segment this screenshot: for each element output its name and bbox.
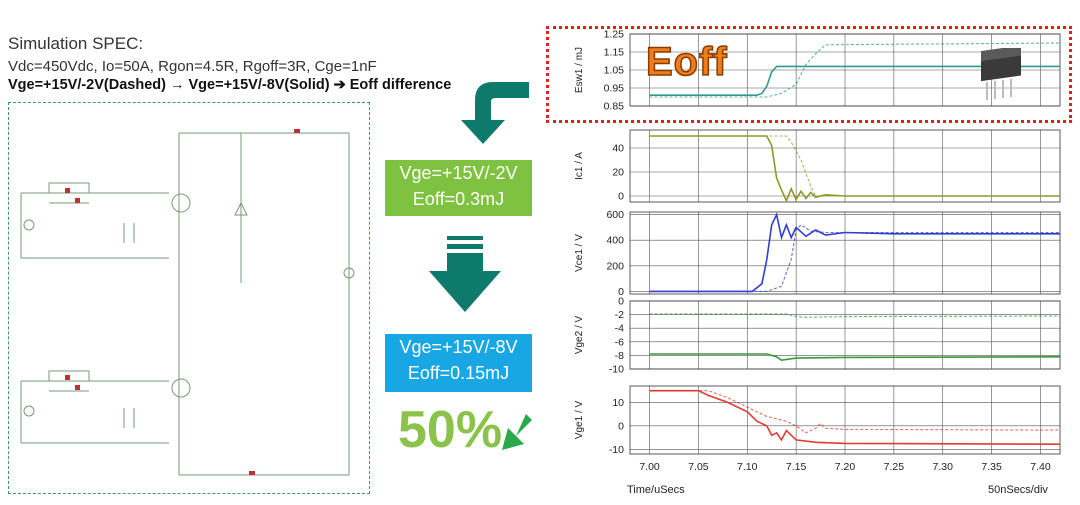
chart-panel-2: 600 400 200 0 Vce1 / V bbox=[574, 209, 1061, 298]
y-axis-label: Vge2 / V bbox=[574, 315, 585, 354]
x-tick-label: 7.20 bbox=[835, 461, 856, 473]
y-tick-label: 0 bbox=[618, 191, 624, 203]
plot-frame bbox=[629, 33, 1061, 107]
down-arrow-icon bbox=[429, 236, 501, 312]
case-dashed-vge: Vge=+15V/-2V bbox=[399, 163, 518, 183]
y-tick-label: 1.05 bbox=[604, 65, 625, 77]
x-tick-label: 7.30 bbox=[933, 461, 954, 473]
y-tick-label: -10 bbox=[609, 444, 624, 456]
case-dashed-eoff: Eoff=0.3mJ bbox=[412, 189, 505, 209]
case-solid-vge: Vge=+15V/-8V bbox=[399, 337, 518, 357]
y-tick-label: -8 bbox=[615, 350, 624, 362]
series-dashed-line bbox=[649, 42, 1061, 98]
y-tick-label: 600 bbox=[606, 209, 624, 221]
y-tick-label: 0 bbox=[618, 286, 624, 298]
x-tick-label: 7.05 bbox=[688, 461, 709, 473]
case-dashed-box: Vge=+15V/-2V Eoff=0.3mJ bbox=[385, 160, 532, 216]
x-tick-label: 7.10 bbox=[737, 461, 758, 473]
spec-title: Simulation SPEC: bbox=[8, 34, 144, 53]
chart-panel-4: 10 0 -10 Vge1 / V bbox=[574, 385, 1061, 456]
series-solid-line bbox=[649, 353, 1061, 362]
x-tick-label: 7.00 bbox=[639, 461, 660, 473]
y-tick-label: 0 bbox=[618, 296, 624, 308]
y-axis-label: Vge1 / V bbox=[574, 400, 585, 439]
series-dashed-line bbox=[649, 135, 1060, 197]
spec-comparison: Vge=+15V/-2V(Dashed) → Vge=+15V/-8V(Soli… bbox=[8, 77, 452, 93]
y-tick-label: 20 bbox=[612, 167, 624, 179]
y-tick-label: -4 bbox=[615, 323, 624, 335]
chip-package-icon bbox=[981, 48, 1021, 100]
spec-params: Vdc=450Vdc, Io=50A, Rgon=4.5R, Rgoff=3R,… bbox=[8, 58, 377, 75]
series-solid-line bbox=[649, 65, 1060, 96]
y-tick-label: 0 bbox=[618, 420, 624, 432]
y-tick-label: 0.95 bbox=[604, 83, 625, 95]
y-axis-label: Esw1 / mJ bbox=[574, 47, 585, 93]
y-tick-label: 200 bbox=[606, 260, 624, 272]
curved-arrow-icon bbox=[461, 82, 529, 144]
time-per-div: 50nSecs/div bbox=[988, 484, 1048, 496]
eoff-highlight-frame bbox=[546, 26, 1072, 123]
x-tick-label: 7.35 bbox=[981, 461, 1002, 473]
series-dashed-line bbox=[649, 224, 1060, 292]
y-tick-label: -10 bbox=[609, 364, 624, 376]
y-tick-label: 400 bbox=[606, 235, 624, 247]
case-solid-eoff: Eoff=0.15mJ bbox=[407, 363, 510, 383]
plot-frame bbox=[629, 385, 1061, 455]
series-solid-line bbox=[649, 135, 1060, 203]
y-tick-label: 1.15 bbox=[604, 47, 625, 59]
x-axis-label: Time/uSecs bbox=[627, 484, 685, 496]
x-tick-label: 7.25 bbox=[884, 461, 905, 473]
series-solid-line bbox=[649, 389, 1061, 445]
y-tick-label: 40 bbox=[612, 143, 624, 155]
decrease-arrow-icon bbox=[502, 414, 532, 450]
chart-panel-1: 40 20 0 Ic1 / A bbox=[574, 129, 1061, 203]
circuit-schematic bbox=[8, 102, 370, 494]
y-axis-label: Ic1 / A bbox=[574, 152, 585, 180]
reduction-percent: 50% bbox=[398, 401, 503, 459]
case-solid-box: Vge=+15V/-8V Eoff=0.15mJ bbox=[385, 334, 532, 392]
y-axis-label: Vce1 / V bbox=[574, 234, 585, 272]
y-tick-label: 1.25 bbox=[604, 29, 625, 41]
plot-frame bbox=[629, 300, 1061, 370]
x-tick-label: 7.40 bbox=[1030, 461, 1051, 473]
y-tick-label: 0.85 bbox=[604, 101, 625, 113]
series-dashed-line bbox=[649, 390, 1061, 434]
eoff-label: Eoff bbox=[645, 39, 728, 85]
schematic-drawing bbox=[20, 129, 355, 476]
y-tick-label: -2 bbox=[615, 309, 624, 321]
x-tick-label: 7.15 bbox=[786, 461, 807, 473]
series-dashed-line bbox=[649, 313, 1061, 318]
plot-frame bbox=[629, 129, 1061, 203]
plot-frame bbox=[629, 211, 1061, 295]
chart-panel-3: 0-2 -4-6 -8 -10 Vge2 / V bbox=[574, 296, 1061, 376]
y-tick-label: 10 bbox=[612, 397, 624, 409]
series-solid-line bbox=[649, 212, 1060, 293]
y-tick-label: -6 bbox=[615, 336, 624, 348]
